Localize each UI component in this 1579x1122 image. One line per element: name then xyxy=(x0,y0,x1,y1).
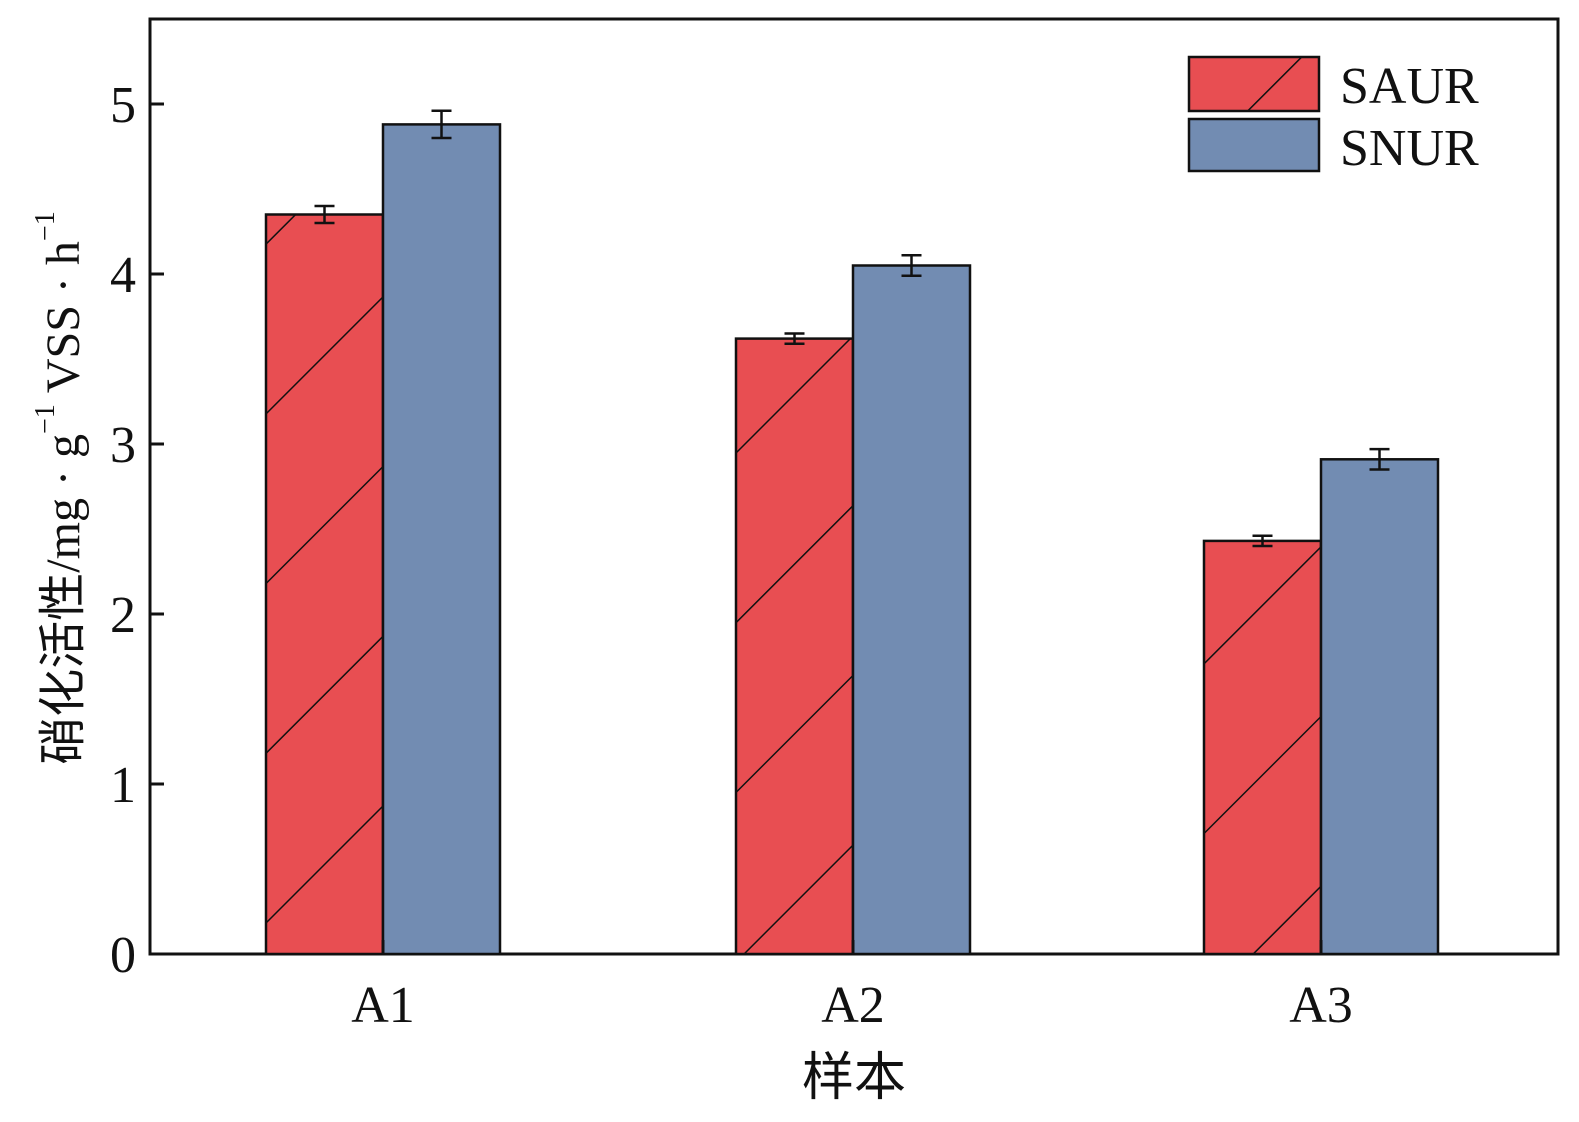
bar-saur-a1 xyxy=(264,213,385,956)
legend-label-saur: SAUR xyxy=(1340,58,1479,115)
y-axis-label-sup1: −1 xyxy=(30,404,61,434)
y-axis-label-mid: VSS · h xyxy=(37,241,90,404)
bar-snur-a3 xyxy=(1319,458,1440,956)
y-tick-label: 3 xyxy=(110,417,136,474)
y-tick-label: 1 xyxy=(110,757,136,814)
y-ticks: 0 1 2 3 4 5 xyxy=(110,77,164,984)
x-tick-label-a2: A2 xyxy=(821,977,885,1034)
legend-label-snur: SNUR xyxy=(1340,120,1479,177)
legend: SAUR SNUR xyxy=(1187,55,1479,177)
bar-snur-a1 xyxy=(381,123,502,956)
bar-saur-a3 xyxy=(1202,539,1323,956)
y-axis-label-main: 硝化活性/mg · g xyxy=(37,434,90,765)
x-tick-label-a1: A1 xyxy=(351,977,415,1034)
bars xyxy=(264,109,1440,956)
legend-swatch-saur xyxy=(1187,55,1321,113)
x-ticks: A1 A2 A3 xyxy=(351,940,1353,1034)
legend-swatch-snur xyxy=(1187,117,1321,173)
y-tick-label: 5 xyxy=(110,77,136,134)
bar-snur-a2 xyxy=(851,264,972,956)
y-tick-label: 0 xyxy=(110,927,136,984)
y-axis-label-sup2: −1 xyxy=(30,211,61,241)
x-tick-label-a3: A3 xyxy=(1289,977,1353,1034)
y-tick-label: 4 xyxy=(110,247,136,304)
x-axis-label: 样本 xyxy=(802,1050,906,1107)
bar-saur-a2 xyxy=(734,337,855,956)
y-axis-label: 硝化活性/mg · g−1 VSS · h−1 xyxy=(30,211,90,764)
y-tick-label: 2 xyxy=(110,587,136,644)
